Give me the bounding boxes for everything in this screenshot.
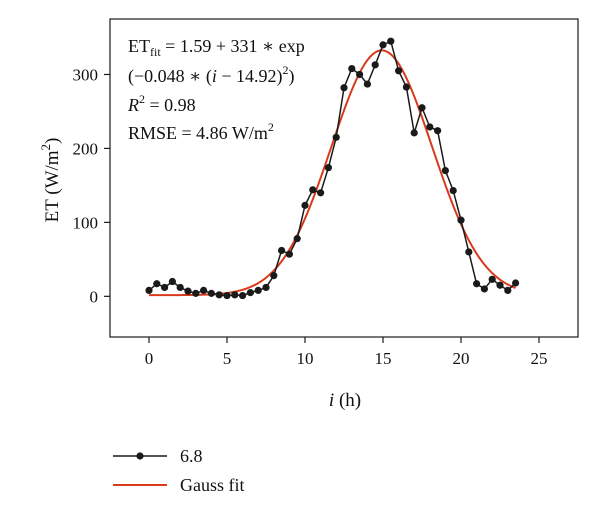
observed-data-point (246, 289, 254, 297)
observed-data-point (324, 164, 332, 172)
rmse-label: RMSE = 4.86 W/m2 (128, 120, 274, 143)
legend-label-gauss-fit: Gauss fit (180, 475, 245, 495)
observed-data-point (395, 67, 403, 75)
observed-data-point (348, 64, 356, 73)
observed-data-point (161, 283, 169, 292)
series-layer (145, 37, 520, 300)
observed-data-point (465, 248, 473, 256)
y-tick-label: 200 (73, 139, 99, 158)
observed-data-point (293, 235, 301, 243)
observed-data-point (262, 283, 270, 292)
observed-data-point (387, 37, 395, 45)
observed-data-point (254, 286, 262, 295)
observed-data-point (309, 186, 317, 194)
observed-data-point (278, 246, 286, 255)
equation-line-1: ETfit = 1.59 + 331 ∗ exp (128, 36, 305, 59)
observed-data-point (176, 283, 184, 292)
observed-data-point (200, 286, 208, 295)
observed-data-point (332, 133, 340, 141)
observed-data-point (473, 280, 481, 288)
y-tick-label: 0 (90, 287, 99, 306)
x-axis-label: i (h) (329, 390, 361, 411)
observed-data-point (239, 291, 247, 300)
axis-ticks: 0 5 10 15 20 25 0 100 200 300 (73, 65, 548, 368)
r-squared-label: R2 = 0.98 (127, 92, 196, 115)
observed-data-point (504, 286, 512, 295)
observed-data-point (270, 272, 278, 280)
x-tick-label: 10 (297, 349, 314, 368)
observed-data-point (192, 289, 200, 297)
plot-area (109, 18, 579, 338)
x-tick-label: 20 (453, 349, 470, 368)
observed-data-point (418, 104, 426, 112)
observed-data-point (356, 70, 364, 79)
observed-data-point (215, 291, 223, 299)
observed-data-point (153, 280, 161, 288)
observed-data-point (231, 291, 239, 299)
plot-frame (109, 18, 579, 338)
observed-data-point (449, 186, 457, 195)
gauss-fit-line (149, 49, 516, 297)
observed-data-point (511, 279, 520, 287)
observed-data-point (441, 167, 449, 175)
legend-label-observed: 6.8 (180, 446, 203, 466)
observed-data-point (434, 127, 442, 135)
observed-data-point (402, 83, 410, 91)
observed-data-point (317, 189, 325, 197)
observed-data-point (410, 129, 418, 137)
y-axis-label: ET (W/m2) (38, 138, 63, 223)
observed-data-point (301, 201, 309, 209)
observed-data-point (285, 250, 293, 258)
observed-data-point (184, 287, 192, 295)
observed-data-point (168, 277, 176, 286)
equation-line-2: (−0.048 ∗ (i − 14.92)2) (128, 63, 295, 87)
observed-data-point (379, 41, 387, 49)
observed-data-point (223, 291, 231, 300)
observed-data-point (371, 61, 379, 69)
observed-data-point (480, 285, 488, 293)
fit-equation-annotation: ETfit = 1.59 + 331 ∗ exp (−0.048 ∗ (i − … (127, 36, 305, 143)
observed-data-point (496, 281, 504, 289)
x-tick-label: 5 (223, 349, 232, 368)
observed-data-point (488, 275, 496, 283)
y-tick-label: 300 (73, 65, 99, 84)
legend: 6.8 Gauss fit (113, 446, 245, 495)
legend-marker-observed (136, 452, 144, 460)
observed-data-point (207, 289, 215, 297)
observed-data-point (363, 80, 371, 88)
y-tick-label: 100 (73, 213, 99, 232)
observed-data-point (457, 216, 465, 224)
observed-data-point (145, 286, 153, 295)
x-tick-label: 15 (375, 349, 392, 368)
x-tick-label: 0 (145, 349, 154, 368)
x-tick-label: 25 (531, 349, 548, 368)
observed-data-point (426, 123, 434, 131)
observed-data-point (340, 84, 348, 92)
